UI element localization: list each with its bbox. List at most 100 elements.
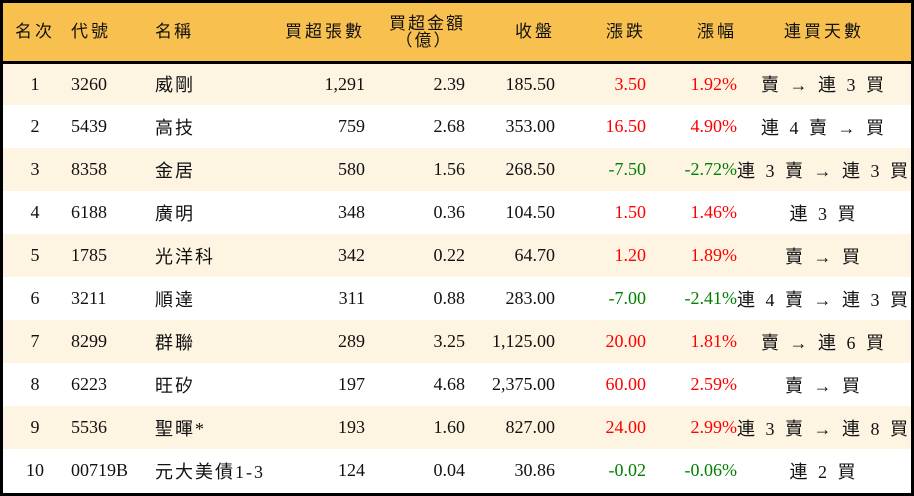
cell-buy-amount: 1.56 bbox=[433, 159, 466, 179]
cell-buy-amount: 2.68 bbox=[433, 116, 466, 136]
cell-name: 順達 bbox=[155, 289, 195, 310]
cell-name: 元大美債1-3 bbox=[155, 461, 265, 482]
header-buy-amount-line2: （億） bbox=[395, 30, 453, 50]
cell-rank: 10 bbox=[26, 460, 44, 480]
cell-change: 1.20 bbox=[614, 245, 647, 265]
header-rank: 名次 bbox=[3, 3, 67, 64]
cell-code: 00719B bbox=[71, 460, 129, 480]
cell-close: 64.70 bbox=[514, 245, 556, 265]
cell-rank: 8 bbox=[30, 374, 40, 394]
cell-name: 高技 bbox=[155, 117, 195, 138]
cell-buy-amount: 2.39 bbox=[433, 73, 466, 94]
cell-streak: 連 3 賣 → 連 3 買 bbox=[737, 160, 911, 181]
header-code: 代號 bbox=[67, 3, 149, 64]
cell-close: 2,375.00 bbox=[492, 374, 555, 394]
cell-code: 3211 bbox=[71, 288, 107, 308]
cell-buy-amount: 3.25 bbox=[433, 331, 466, 351]
cell-buy-amount: 4.68 bbox=[433, 374, 466, 394]
header-close: 收盤 bbox=[465, 3, 555, 64]
cell-change-pct: -2.41% bbox=[684, 288, 738, 308]
cell-change-pct: 1.89% bbox=[690, 245, 738, 265]
cell-buy-shares: 193 bbox=[338, 417, 365, 437]
cell-change: 24.00 bbox=[605, 417, 647, 437]
cell-name: 光洋科 bbox=[155, 246, 215, 267]
buy-ranking-table: 名次 代號 名稱 買超張數 買超金額 （億） 收盤 漲跌 漲幅 連買天數 1 3… bbox=[3, 3, 911, 492]
cell-name: 旺矽 bbox=[155, 375, 195, 396]
cell-buy-shares: 348 bbox=[338, 202, 365, 222]
cell-buy-shares: 311 bbox=[338, 288, 365, 308]
header-change: 漲跌 bbox=[555, 3, 646, 64]
cell-change-pct: -0.06% bbox=[684, 460, 738, 480]
header-change-pct: 漲幅 bbox=[646, 3, 737, 64]
cell-rank: 4 bbox=[30, 202, 40, 222]
cell-rank: 3 bbox=[30, 159, 40, 179]
cell-close: 185.50 bbox=[505, 73, 556, 94]
cell-buy-amount: 0.36 bbox=[433, 202, 466, 222]
cell-close: 104.50 bbox=[505, 202, 556, 222]
cell-change: 3.50 bbox=[614, 73, 647, 94]
cell-streak: 連 2 買 bbox=[789, 461, 859, 482]
cell-buy-shares: 124 bbox=[338, 460, 365, 480]
cell-buy-shares: 1,291 bbox=[324, 73, 366, 94]
header-buy-amount-line1: 買超金額 bbox=[389, 13, 465, 33]
cell-buy-amount: 0.88 bbox=[433, 288, 466, 308]
cell-streak: 連 3 賣 → 連 8 買 bbox=[737, 418, 911, 439]
cell-buy-amount: 0.22 bbox=[433, 245, 466, 265]
cell-close: 353.00 bbox=[505, 116, 556, 136]
cell-name: 聖暉* bbox=[155, 418, 206, 439]
cell-streak: 連 4 賣 → 買 bbox=[761, 117, 887, 138]
cell-close: 268.50 bbox=[505, 159, 556, 179]
cell-close: 827.00 bbox=[505, 417, 556, 437]
cell-change-pct: 4.90% bbox=[690, 116, 738, 136]
cell-code: 8299 bbox=[71, 331, 107, 351]
cell-code: 3260 bbox=[71, 73, 107, 94]
cell-rank: 1 bbox=[30, 73, 40, 94]
header-name: 名稱 bbox=[149, 3, 269, 64]
cell-code: 5536 bbox=[71, 417, 107, 437]
cell-code: 6223 bbox=[71, 374, 107, 394]
table-row: 2 5439 高技 759 2.68 353.00 16.50 4.90% 連 … bbox=[3, 105, 911, 148]
cell-change-pct: 1.46% bbox=[690, 202, 738, 222]
table-row: 10 00719B 元大美債1-3 124 0.04 30.86 -0.02 -… bbox=[3, 449, 911, 492]
cell-change: 16.50 bbox=[605, 116, 647, 136]
cell-change: -0.02 bbox=[608, 460, 647, 480]
cell-streak: 賣 → 連 6 買 bbox=[761, 332, 887, 353]
cell-streak: 賣 → 買 bbox=[785, 246, 863, 267]
cell-code: 5439 bbox=[71, 116, 107, 136]
cell-change: 1.50 bbox=[614, 202, 647, 222]
header-buy-amount: 買超金額 （億） bbox=[365, 3, 465, 64]
cell-change: 20.00 bbox=[605, 331, 647, 351]
cell-buy-amount: 1.60 bbox=[433, 417, 466, 437]
cell-change-pct: 2.59% bbox=[690, 374, 738, 394]
table-row: 7 8299 群聯 289 3.25 1,125.00 20.00 1.81% … bbox=[3, 320, 911, 363]
cell-close: 283.00 bbox=[505, 288, 556, 308]
cell-buy-amount: 0.04 bbox=[433, 460, 466, 480]
cell-buy-shares: 580 bbox=[338, 159, 365, 179]
cell-name: 威剛 bbox=[155, 75, 195, 96]
cell-close: 30.86 bbox=[514, 460, 556, 480]
cell-change: 60.00 bbox=[605, 374, 647, 394]
cell-buy-shares: 289 bbox=[338, 331, 365, 351]
cell-close: 1,125.00 bbox=[492, 331, 555, 351]
cell-name: 金居 bbox=[155, 160, 195, 181]
cell-change-pct: 1.81% bbox=[690, 331, 738, 351]
table-header-row: 名次 代號 名稱 買超張數 買超金額 （億） 收盤 漲跌 漲幅 連買天數 bbox=[3, 3, 911, 64]
header-streak: 連買天數 bbox=[737, 3, 911, 64]
cell-rank: 6 bbox=[30, 288, 40, 308]
table-row: 5 1785 光洋科 342 0.22 64.70 1.20 1.89% 賣 →… bbox=[3, 234, 911, 277]
cell-rank: 2 bbox=[30, 116, 40, 136]
cell-buy-shares: 759 bbox=[338, 116, 365, 136]
cell-rank: 9 bbox=[30, 417, 40, 437]
cell-name: 群聯 bbox=[155, 332, 195, 353]
cell-code: 8358 bbox=[71, 159, 107, 179]
cell-rank: 5 bbox=[30, 245, 40, 265]
cell-change-pct: 2.99% bbox=[690, 417, 738, 437]
cell-code: 1785 bbox=[71, 245, 107, 265]
cell-streak: 連 3 買 bbox=[789, 203, 859, 224]
cell-streak: 賣 → 買 bbox=[785, 375, 863, 396]
cell-change: -7.50 bbox=[608, 159, 647, 179]
table-row: 1 3260 威剛 1,291 2.39 185.50 3.50 1.92% 賣… bbox=[3, 62, 911, 105]
cell-buy-shares: 197 bbox=[338, 374, 365, 394]
cell-change-pct: 1.92% bbox=[690, 73, 738, 94]
